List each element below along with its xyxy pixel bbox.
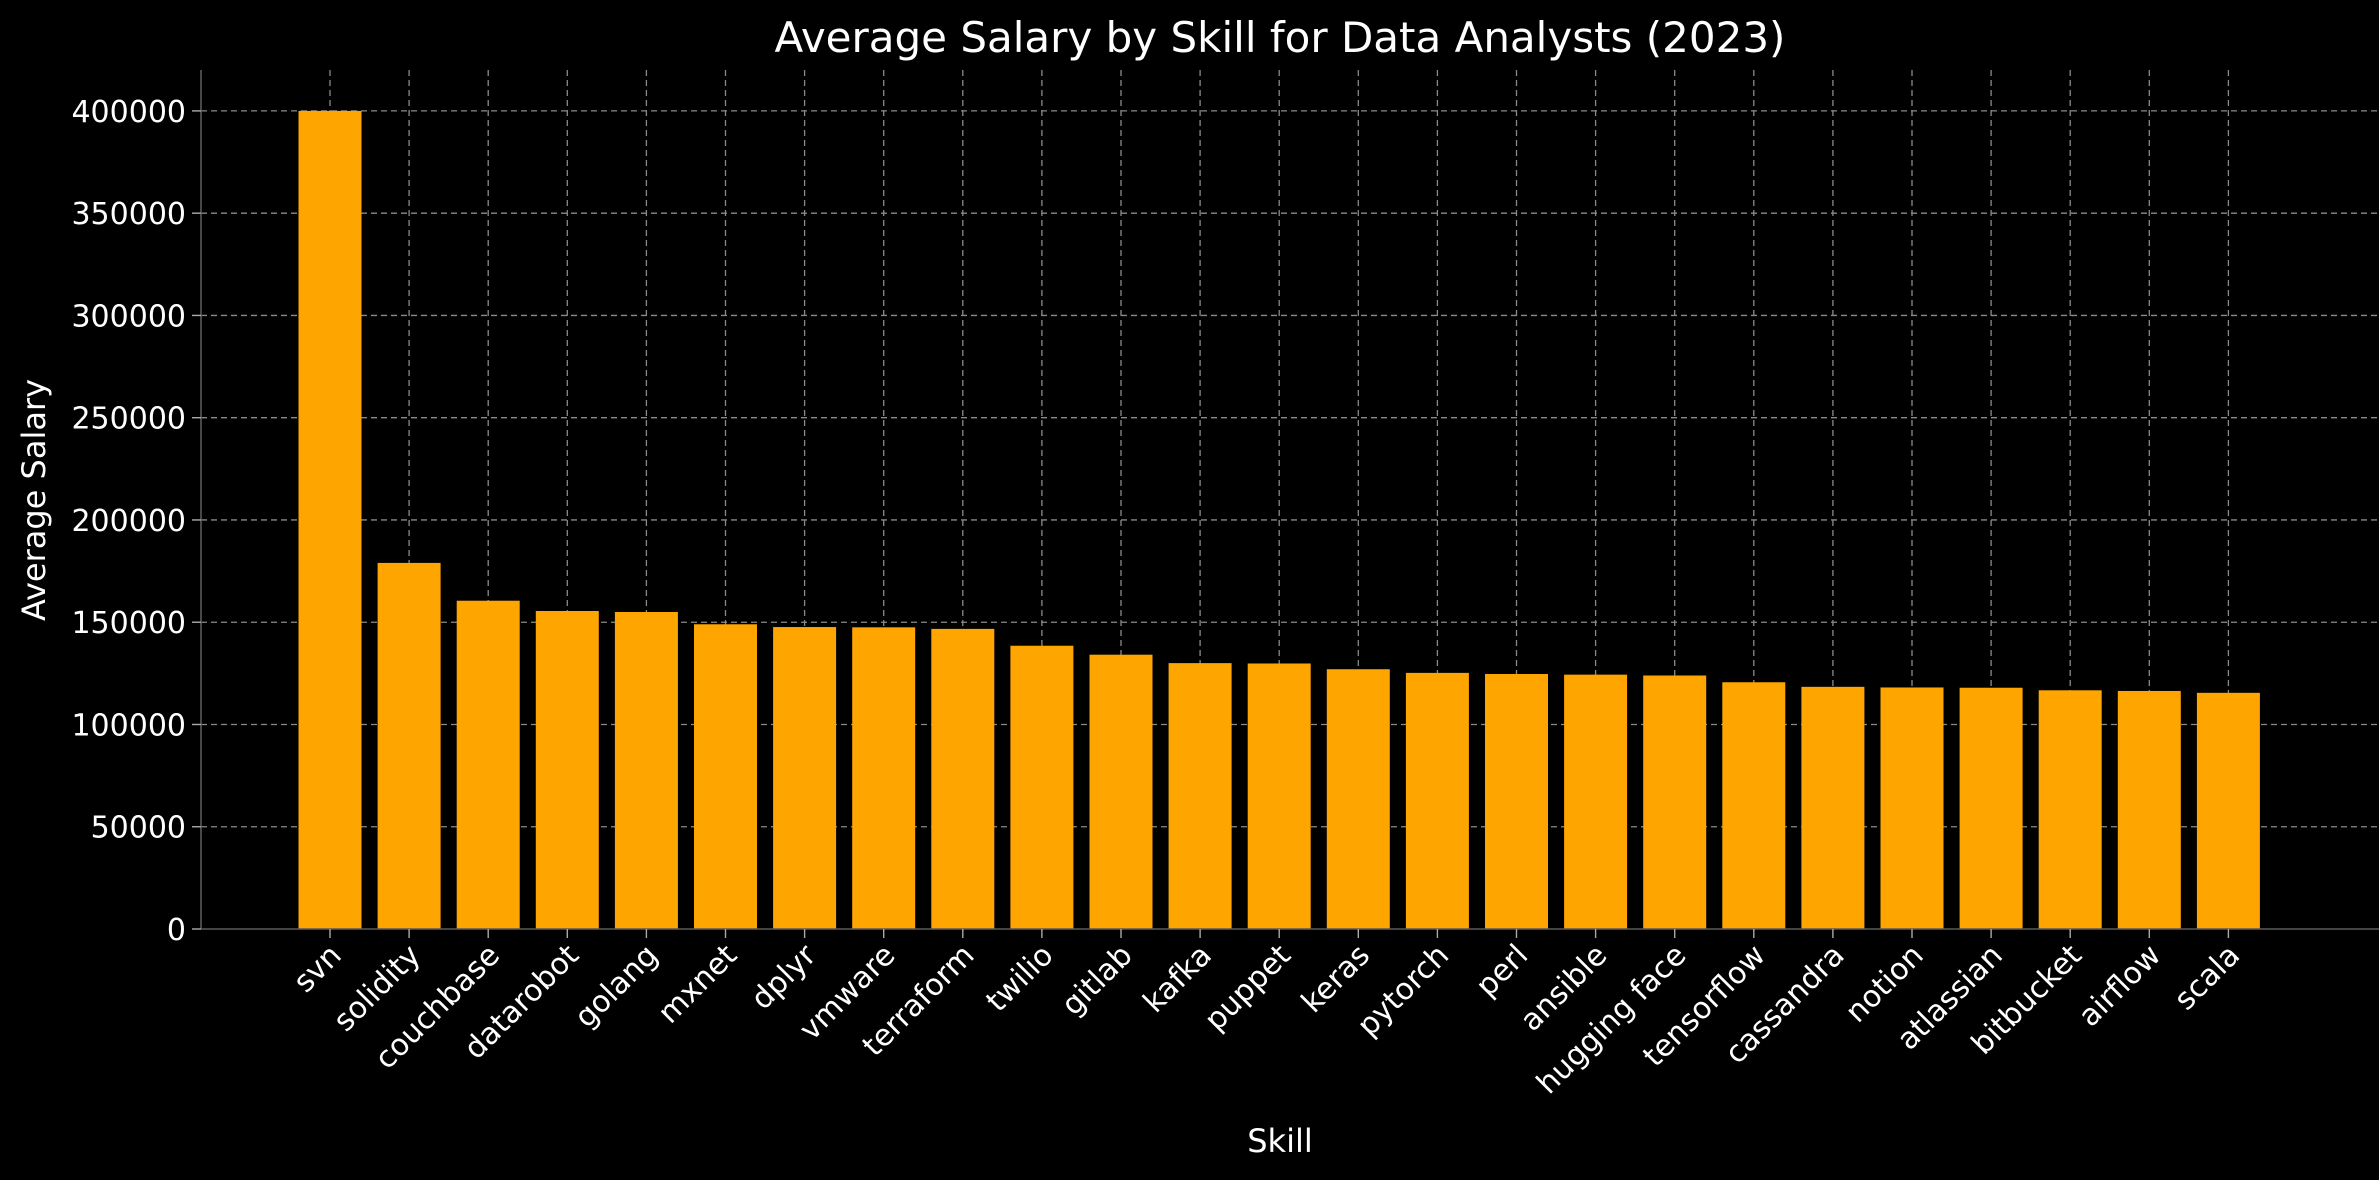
- x-tick-label: perl: [1469, 938, 1535, 1004]
- y-tick-label: 250000: [71, 402, 186, 437]
- y-tick-label: 300000: [71, 299, 186, 334]
- y-tick-label: 150000: [71, 606, 186, 641]
- bar-series: [298, 110, 2260, 929]
- bar-atlassian: [1959, 687, 2023, 929]
- y-tick-labels: 0 50000 100000 150000 200000 250000 300000 3500…: [71, 95, 201, 948]
- bar-ansible: [1564, 674, 1628, 929]
- x-tick-label: gitlab: [1055, 938, 1140, 1023]
- bar-svn: [298, 110, 362, 929]
- bar-kafka: [1168, 663, 1232, 929]
- y-tick-label: 100000: [71, 708, 186, 743]
- x-tick-label: twilio: [979, 938, 1060, 1019]
- bar-twilio: [1010, 645, 1074, 929]
- bar-couchbase: [456, 600, 520, 929]
- bar-terraform: [931, 628, 995, 929]
- x-axis-label: Skill: [1247, 1122, 1313, 1160]
- y-axis-label: Average Salary: [15, 379, 53, 621]
- y-tick-label: 400000: [71, 95, 186, 130]
- bar-notion: [1880, 687, 1944, 929]
- bar-perl: [1485, 673, 1548, 929]
- bar-keras: [1326, 669, 1390, 929]
- y-tick-label: 0: [167, 913, 186, 948]
- x-tick-label: puppet: [1198, 938, 1298, 1038]
- bar-cassandra: [1801, 686, 1865, 929]
- bar-gitlab: [1089, 654, 1153, 929]
- x-tick-label: scala: [2168, 938, 2247, 1017]
- bar-golang: [614, 611, 678, 929]
- y-tick-label: 50000: [91, 811, 186, 846]
- bar-bitbucket: [2038, 690, 2102, 929]
- bar-puppet: [1247, 663, 1311, 929]
- bar-dplyr: [773, 627, 837, 929]
- bar-pytorch: [1405, 672, 1469, 929]
- bar-solidity: [377, 562, 441, 929]
- x-tick-label: golang: [568, 938, 665, 1035]
- y-tick-label: 200000: [71, 504, 186, 539]
- x-tick-label: airflow: [2072, 938, 2168, 1034]
- x-tick-label: mxnet: [651, 938, 744, 1031]
- bar-airflow: [2117, 690, 2181, 929]
- bar-hugging-face: [1643, 675, 1707, 929]
- bar-vmware: [852, 627, 916, 929]
- bar-datarobot: [535, 610, 599, 929]
- y-tick-label: 350000: [71, 197, 186, 232]
- bar-mxnet: [694, 624, 757, 929]
- bar-scala: [2196, 692, 2260, 929]
- chart-title: Average Salary by Skill for Data Analyst…: [775, 13, 1786, 62]
- bar-tensorflow: [1722, 682, 1786, 929]
- x-tick-labels: svnsoliditycouchbasedatarobotgolangmxnet…: [287, 929, 2247, 1101]
- x-tick-label: svn: [287, 938, 349, 1000]
